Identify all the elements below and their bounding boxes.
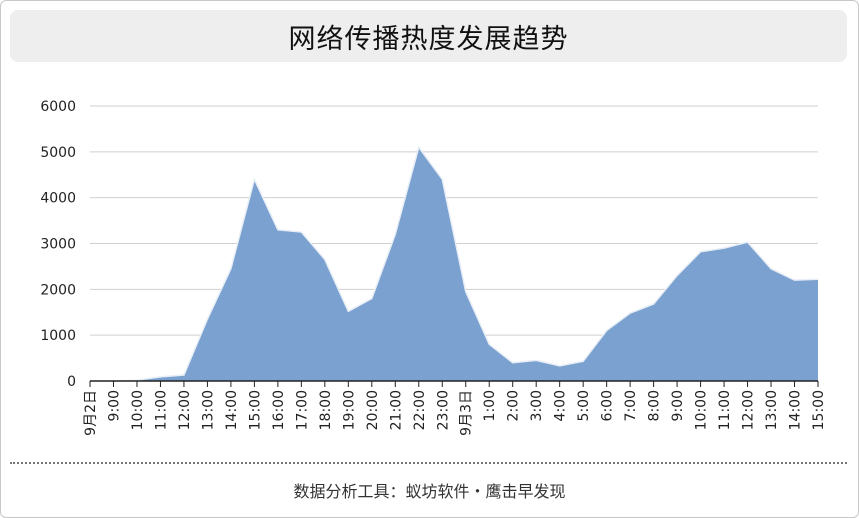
data-point-9 — [301, 232, 302, 233]
y-tick-label-1000: 1000 — [40, 328, 76, 344]
x-tick-label-7: 15:00 — [247, 390, 263, 430]
data-point-7 — [254, 179, 255, 180]
data-point-21 — [583, 361, 584, 362]
x-tick-label-14: 22:00 — [412, 390, 428, 430]
data-point-25 — [677, 275, 678, 276]
footer-divider — [10, 462, 847, 464]
x-tick-label-15: 23:00 — [435, 390, 451, 430]
y-tick-label-3000: 3000 — [40, 237, 76, 253]
x-tick-label-1: 9:00 — [106, 390, 122, 421]
data-point-19 — [536, 360, 537, 361]
data-point-31 — [818, 279, 819, 280]
x-tick-label-10: 18:00 — [318, 390, 334, 430]
x-tick-label-24: 8:00 — [647, 390, 663, 421]
x-tick-label-8: 16:00 — [271, 390, 287, 430]
data-point-12 — [371, 298, 372, 299]
y-tick-label-6000: 6000 — [40, 99, 76, 115]
x-tick-label-2: 10:00 — [130, 390, 146, 430]
data-point-8 — [277, 229, 278, 230]
data-point-10 — [324, 259, 325, 260]
data-point-23 — [630, 313, 631, 314]
data-point-4 — [183, 375, 184, 376]
area-line — [90, 145, 819, 382]
x-tick-label-17: 1:00 — [482, 390, 498, 421]
x-tick-label-26: 10:00 — [694, 390, 710, 430]
data-point-28 — [747, 242, 748, 243]
data-point-18 — [512, 362, 513, 363]
data-point-16 — [465, 291, 466, 292]
x-tick-label-13: 21:00 — [388, 390, 404, 430]
data-point-24 — [653, 304, 654, 305]
x-tick-label-30: 14:00 — [788, 390, 804, 430]
data-point-22 — [606, 330, 607, 331]
x-tick-label-18: 2:00 — [506, 390, 522, 421]
x-tick-label-31: 15:00 — [811, 390, 827, 430]
x-tick-label-20: 4:00 — [553, 390, 569, 421]
data-point-13 — [395, 234, 396, 235]
x-tick-label-29: 13:00 — [764, 390, 780, 430]
data-point-17 — [489, 344, 490, 345]
x-tick-label-23: 7:00 — [623, 390, 639, 421]
y-tick-label-2000: 2000 — [40, 282, 76, 298]
x-tick-label-5: 13:00 — [200, 390, 216, 430]
data-point-26 — [700, 251, 701, 252]
data-point-27 — [724, 248, 725, 249]
x-tick-label-3: 11:00 — [153, 390, 169, 430]
y-tick-label-4000: 4000 — [40, 191, 76, 207]
x-tick-label-16: 9月3日 — [459, 390, 475, 436]
data-point-29 — [771, 268, 772, 269]
y-tick-label-5000: 5000 — [40, 145, 76, 161]
data-point-5 — [207, 319, 208, 320]
chart-title: 网络传播热度发展趋势 — [288, 23, 569, 55]
data-point-3 — [160, 376, 161, 377]
data-point-6 — [230, 268, 231, 269]
x-tick-label-27: 11:00 — [717, 390, 733, 430]
data-point-11 — [348, 311, 349, 312]
x-tick-label-6: 14:00 — [224, 390, 240, 430]
x-tick-label-9: 17:00 — [294, 390, 310, 430]
x-tick-label-28: 12:00 — [741, 390, 757, 430]
x-tick-label-12: 20:00 — [365, 390, 381, 430]
x-tick-label-25: 9:00 — [670, 390, 686, 421]
data-point-30 — [794, 280, 795, 281]
x-tick-label-0: 9月2日 — [83, 390, 99, 436]
data-point-14 — [418, 147, 419, 148]
footer-source-text: 数据分析工具：蚁坊软件・鹰击早发现 — [293, 482, 566, 501]
title-bar: 网络传播热度发展趋势 — [10, 10, 847, 62]
x-tick-label-21: 5:00 — [576, 390, 592, 421]
x-tick-label-22: 6:00 — [600, 390, 616, 421]
y-tick-label-0: 0 — [67, 374, 76, 390]
area-fill — [90, 147, 818, 381]
data-point-15 — [442, 179, 443, 180]
x-tick-label-4: 12:00 — [177, 390, 193, 430]
x-tick-label-11: 19:00 — [341, 390, 357, 430]
x-tick-label-19: 3:00 — [529, 390, 545, 421]
data-point-20 — [559, 365, 560, 366]
